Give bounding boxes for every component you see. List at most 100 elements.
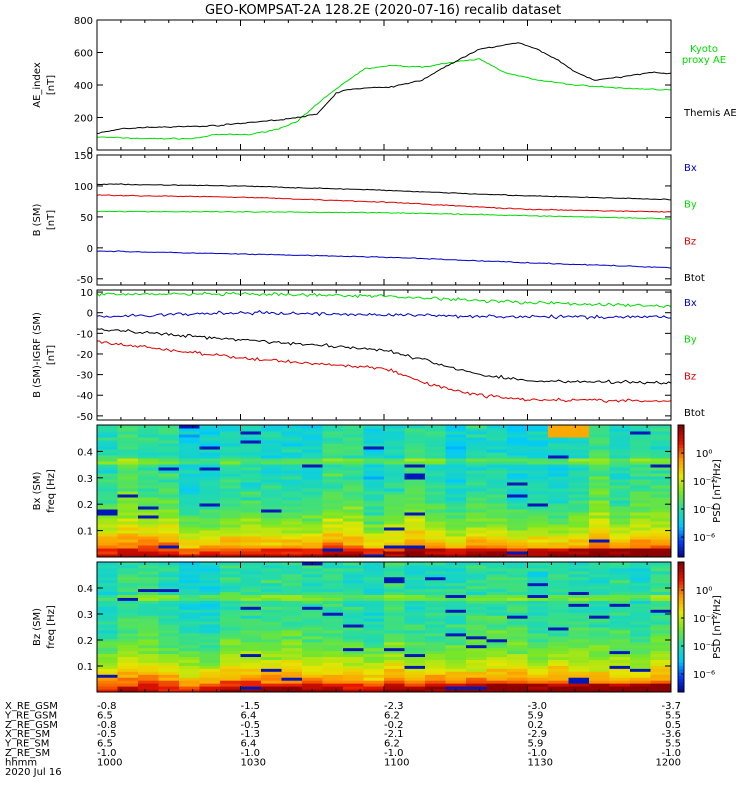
panel-4-cell [466,503,487,507]
panel-4-cell [630,506,651,510]
panel-4-cell [486,476,508,480]
panel-5-cell [630,635,651,640]
panel-5-cell [281,567,303,572]
panel-4-cell [302,473,323,477]
panel-4-cell [281,452,303,456]
panel-4-cell [281,491,303,495]
panel-4-cell [466,461,487,465]
panel-5-cell [158,579,180,584]
panel-5-cell [138,627,159,631]
xaxis-value: -3.6 [661,729,681,740]
panel-5-cell [527,683,549,687]
panel-5-cell [220,638,241,643]
panel-5-cell [281,609,303,613]
panel-5-cell [343,570,364,575]
panel-5-cell [425,582,446,587]
panel-4-cell [404,536,426,540]
panel-4-colorbar-swatch [678,441,684,446]
panel-5-cell [445,564,467,569]
panel-4-cell [220,503,241,507]
panel-5-colorbar-swatch [678,578,684,582]
panel-5-cell [363,647,385,652]
panel-5-cell [589,668,610,672]
panel-5-cell [466,629,487,634]
panel-5-cell [117,612,139,616]
panel-5-cell [117,579,139,584]
panel-5-cell [343,656,364,660]
panel-4-cell [445,476,467,480]
panel-5-cell [97,665,118,669]
panel-5-cell [261,668,282,672]
panel-4-cell [179,440,200,444]
panel-4-cell [281,464,303,468]
panel-4-cell [425,485,446,489]
panel-4-cell [486,533,508,537]
panel-4-cell [445,446,467,450]
panel-5-cell [179,674,200,678]
panel-5-cell [425,624,446,628]
panel-4-cell [630,467,651,471]
panel-4-cell [261,512,282,516]
panel-4-colorbar-swatch [678,540,684,545]
panel-5-cell [630,591,651,595]
panel-5-cell [445,632,467,637]
panel-5-cell [199,600,221,604]
panel-4-cell [117,494,139,498]
panel-4-cell [589,512,610,516]
panel-4-cell [609,554,631,558]
panel-4-colorbar-swatch [678,458,684,462]
panel-4-cell [240,479,262,483]
panel-4-cell [466,440,487,444]
panel-5-cell [117,668,139,672]
panel-4-cell [589,458,610,462]
panel-5-cell [261,597,282,601]
panel-4-cell [425,545,446,549]
panel-5-cell [322,609,344,613]
panel-4-cell [384,437,405,441]
panel-3-ylabel: B (SM)-IGRF (SM) [32,312,43,398]
panel-4-cell [240,533,262,537]
panel-4-cell [650,458,672,462]
panel-4-cell [548,503,569,507]
panel-4-cell [322,554,344,558]
panel-4-cell [199,470,221,474]
panel-5-cell [322,615,344,619]
panel-5-cell [404,594,426,598]
panel-4-cell [179,509,200,513]
panel-5-cell [548,591,569,595]
panel-4-cell [138,494,159,498]
panel-4-cell [630,449,651,453]
panel-4-cell [158,503,180,507]
panel-4-cell [240,476,262,480]
xaxis-value: -1.0 [661,748,681,759]
panel-5-colorbar-tick-label: 10⁻⁴ [693,642,715,653]
panel-5-cell [630,656,651,660]
panel-4-cell [281,527,303,531]
panel-4-cell [486,470,508,474]
panel-4-cell [117,479,139,483]
panel-4-cell [425,470,446,474]
panel-5-cell [466,588,487,593]
panel-4-cell [527,518,549,522]
panel-5-cell [138,653,159,658]
panel-4-cell [261,437,282,441]
xaxis-value: -0.8 [97,720,117,731]
panel-4-cell [527,554,549,558]
panel-4-cell [425,461,446,465]
panel-4-cell [486,488,508,492]
panel-5-cell [179,567,200,572]
panel-3-ytick-label: -20 [77,350,93,361]
panel-5-cell [425,615,446,619]
panel-4-cell [240,500,262,504]
panel-5-cell [650,680,672,684]
panel-4-cell [589,464,610,468]
panel-5-colorbar-swatch [678,565,684,569]
panel-4-cell [486,494,508,498]
panel-5-cell [589,600,610,604]
panel-5-cell [363,627,385,631]
panel-4-cell [199,464,221,468]
panel-5-cell [363,665,385,669]
panel-5-cell [527,680,549,684]
panel-5-cell [486,638,508,643]
panel-5-cell [507,665,528,669]
